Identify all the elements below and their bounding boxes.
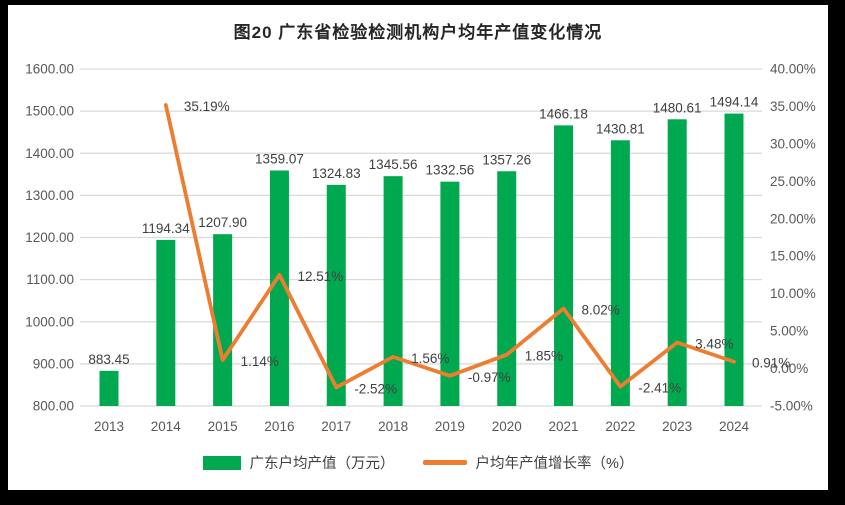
x-axis-tick-label: 2015 (208, 419, 238, 434)
line-point-label: 0.91% (752, 356, 790, 371)
bar (610, 140, 630, 406)
right-axis-tick-label: 20.00% (770, 211, 816, 226)
bar-value-label: 1207.90 (198, 215, 247, 230)
x-axis-tick-label: 2024 (719, 419, 750, 434)
right-axis-tick-label: 35.00% (770, 99, 816, 114)
bar (554, 125, 574, 406)
right-axis-tick-label: 10.00% (770, 286, 816, 301)
bar (724, 113, 744, 406)
left-axis-tick-label: 1300.00 (25, 188, 74, 203)
bar-value-label: 1357.26 (482, 152, 531, 167)
x-axis-tick-label: 2016 (264, 419, 294, 434)
right-axis-tick-label: 15.00% (770, 249, 816, 264)
left-axis-tick-label: 1200.00 (25, 230, 74, 245)
left-axis-tick-label: 1400.00 (25, 146, 74, 161)
bar-value-label: 883.45 (88, 352, 129, 367)
legend-item-bar-series: 广东户均产值（万元） (202, 452, 395, 473)
left-axis-tick-label: 1600.00 (25, 62, 74, 77)
line-point-label: 1.85% (525, 349, 563, 364)
bar (156, 239, 176, 406)
right-axis-tick-label: 5.00% (770, 324, 808, 339)
left-axis-tick-label: 1500.00 (25, 104, 74, 119)
x-axis-tick-label: 2017 (321, 419, 351, 434)
growth-rate-line (163, 103, 736, 390)
line-point-label: 3.48% (695, 336, 733, 351)
bar-series-swatch (202, 455, 241, 470)
right-axis-tick-label: 40.00% (770, 62, 816, 77)
x-axis-tick-label: 2020 (492, 419, 522, 434)
legend-label-line-series: 户均年产值增长率（%） (475, 456, 634, 472)
right-axis-tick-label: 0.00% (770, 361, 808, 376)
bar-value-label: 1480.61 (653, 100, 702, 115)
left-axis-tick-label: 1100.00 (26, 272, 74, 287)
chart-title: 图20 广东省检验检测机构户均年产值变化情况 (233, 23, 603, 42)
line-point-label: 12.51% (297, 269, 343, 284)
line-point-label: 1.14% (241, 354, 279, 369)
right-axis-tick-label: 25.00% (770, 174, 816, 189)
x-axis-tick-label: 2023 (662, 419, 692, 434)
bar-value-label: 1345.56 (369, 157, 418, 172)
bar (326, 184, 346, 406)
left-axis-tick-label: 800.00 (33, 399, 74, 414)
bar (667, 119, 687, 407)
bar (269, 170, 289, 406)
line-point-label: -0.97% (468, 370, 511, 385)
legend-item-line-series: 户均年产值增长率（%） (422, 452, 634, 473)
x-axis-tick-label: 2018 (378, 419, 408, 434)
left-axis-tick-label: 1000.00 (25, 314, 74, 329)
x-axis-tick-label: 2019 (435, 419, 465, 434)
line-point-label: 1.56% (411, 351, 449, 366)
bar-value-label: 1332.56 (426, 163, 475, 178)
x-axis-tick-label: 2014 (151, 419, 182, 434)
bar (383, 176, 403, 406)
left-axis-tick-label: 900.00 (33, 356, 74, 371)
x-axis-tick-label: 2022 (605, 419, 635, 434)
bar (99, 370, 119, 406)
line-point-label: -2.41% (638, 381, 681, 396)
line-series-swatch (422, 460, 467, 465)
bar-value-label: 1430.81 (596, 121, 645, 136)
legend: 广东户均产值（万元） 户均年产值增长率（%） (8, 452, 828, 473)
bar-value-label: 1466.18 (539, 106, 588, 121)
bar-value-label: 1494.14 (710, 95, 759, 110)
line-point-label: 35.19% (184, 99, 230, 114)
bar (213, 234, 233, 406)
bar-value-label: 1324.83 (312, 166, 361, 181)
line-point-label: 8.02% (582, 302, 620, 317)
chart-background (8, 5, 828, 490)
line-point-label: -2.52% (354, 381, 397, 396)
right-axis-tick-label: -5.00% (770, 399, 813, 414)
x-axis-tick-label: 2013 (94, 419, 124, 434)
x-axis-tick-label: 2021 (549, 419, 579, 434)
bar (440, 181, 460, 406)
legend-label-bar-series: 广东户均产值（万元） (249, 456, 395, 472)
right-axis-tick-label: 30.00% (770, 136, 816, 151)
bar (497, 171, 517, 406)
bar-value-label: 1194.34 (142, 221, 190, 236)
bar-value-label: 1359.07 (255, 151, 304, 166)
